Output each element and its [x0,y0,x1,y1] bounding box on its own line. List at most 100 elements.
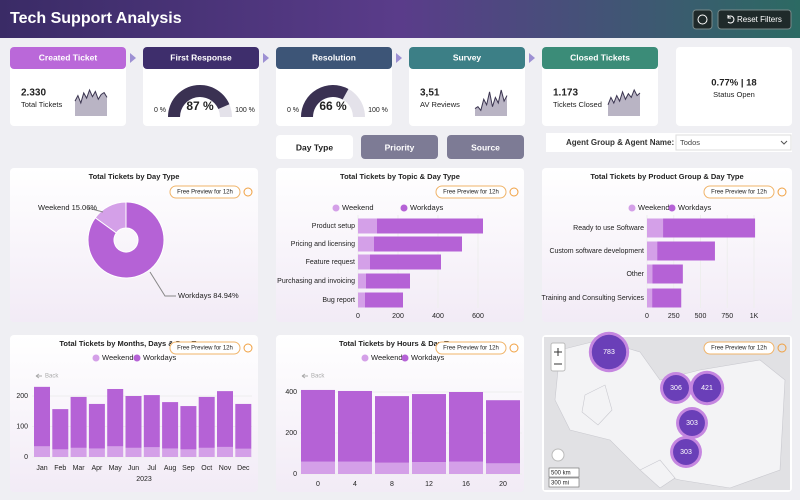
bar [663,218,756,238]
legend-label: Weekend [102,353,134,362]
gauge-min: 0 % [154,107,166,114]
bar [486,400,520,464]
bubble-label: 303 [686,420,698,427]
kpi-value: 3,51 [420,88,440,99]
preview-badge [435,185,507,199]
data-label: Weekend 15.06% [38,203,97,212]
kpi-step-header [276,47,392,69]
bar [375,396,409,463]
bar [358,273,366,289]
back-label[interactable]: Back [311,374,325,380]
bar [647,264,653,284]
x-tick-label: Jan [36,465,47,472]
bar [358,254,370,270]
legend-label: Weekend [371,353,403,362]
info-button[interactable] [692,9,713,30]
kpi-label: Status Open [713,90,755,99]
kpi-card [676,47,792,126]
tab[interactable] [361,135,438,159]
bar [162,448,179,457]
tab-label: Priority [385,142,415,152]
back-icon [301,373,308,379]
x-tick-label: 200 [392,313,404,320]
x-tick-label: 16 [462,481,470,488]
preview-badge-label: Free Preview for 12h [711,346,767,352]
bubble [679,410,705,436]
zoom-control[interactable] [550,342,566,372]
bar [301,389,335,462]
chart-title: Total Tickets by Topic & Day Type [340,172,460,181]
y-tick-label: 400 [285,389,297,396]
bar [370,254,441,270]
legend-dot [401,354,409,362]
kpi-step-label: Closed Tickets [570,52,630,62]
x-tick-label: May [109,465,123,472]
bar [647,218,664,238]
legend-dot [400,204,408,212]
legend-dot [361,354,369,362]
bubble-label: 421 [701,385,713,392]
tab[interactable] [447,135,524,159]
y-tick-label: 100 [16,423,28,430]
legend-dot [668,204,676,212]
bar [34,446,50,457]
bar [52,409,69,450]
bubble-label: 306 [670,385,682,392]
bar [235,403,252,449]
bar [374,236,462,252]
bar [338,461,372,474]
tab[interactable] [276,135,353,159]
reset-icon [727,15,735,24]
bar [125,396,142,448]
x-tick-label: 600 [472,313,484,320]
filter-value: Todos [680,138,700,147]
bar [652,264,683,284]
preview-badge [435,341,507,355]
gauge-fill [301,85,349,117]
step-arrow [130,53,136,63]
kpi-step-header [409,47,525,69]
legend-label: Workdays [678,203,711,212]
legend-dot [133,354,141,362]
x-tick-label: Jun [128,465,139,472]
preview-badge [703,185,775,199]
preview-badge-label: Free Preview for 12h [443,190,499,196]
y-tick-label: Training and Consulting Services [542,295,645,302]
back-label[interactable]: Back [45,374,59,380]
x-tick-label: Apr [91,465,103,472]
y-tick-label: Feature request [306,259,355,266]
legend-label: Weekend [638,203,670,212]
filter-dropdown[interactable] [675,134,792,151]
preview-icon [243,343,253,353]
y-tick-label: Product setup [312,223,355,230]
sparkline-area [475,90,507,116]
bar [217,391,233,447]
sparkline [474,89,508,112]
map-scale-label: 500 km [551,471,571,477]
y-tick-label: Custom software development [549,248,644,255]
x-axis-label: 2023 [136,476,152,483]
bar [301,461,335,474]
kpi-step-label: First Response [170,52,232,62]
bar [143,395,160,448]
bar [358,218,377,234]
kpi-step-header [10,47,126,69]
locate-control[interactable] [551,448,565,462]
bar [366,273,410,289]
step-arrow [529,53,535,63]
bar [365,292,403,308]
x-tick-label: 4 [353,481,357,488]
reset-button[interactable] [717,9,792,30]
bar [180,406,197,450]
x-tick-label: 400 [432,313,444,320]
bar [235,448,252,457]
bubble-label: 783 [603,349,615,356]
filter-label: Agent Group & Agent Name: [566,138,674,147]
header-bar [0,0,800,38]
y-tick-label: Bug report [322,297,355,304]
chart-title: Total Tickets by Months, Days & Day Type [59,339,208,348]
legend-dot [628,204,636,212]
data-label: Workdays 84.94% [178,291,239,300]
bar [180,449,197,457]
